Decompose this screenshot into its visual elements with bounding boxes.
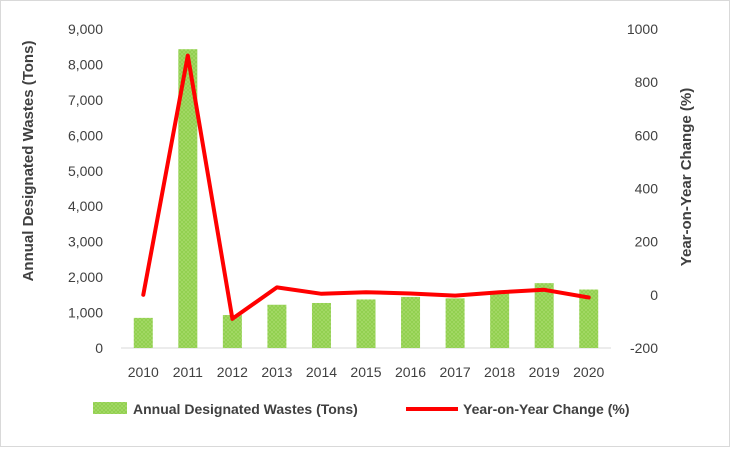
legend-bar-swatch [93, 402, 127, 414]
bar [534, 283, 554, 348]
right-axis-tick-label: 600 [635, 127, 659, 143]
x-axis-tick-label: 2017 [440, 364, 471, 380]
bar [178, 49, 198, 348]
x-axis-tick-label: 2016 [395, 364, 426, 380]
bar [401, 296, 421, 348]
bar-series [133, 49, 599, 348]
left-axis-tick-label: 9,000 [68, 21, 103, 37]
x-axis-tick-labels: 2010 2011 2012 2013 2014 2015 2016 2017 2018 2019… [128, 364, 605, 380]
bar [133, 317, 153, 348]
right-axis-tick-label: 200 [635, 234, 659, 250]
bar [311, 302, 331, 348]
left-axis-tick-label: 8,000 [68, 56, 103, 72]
bar [490, 293, 510, 348]
x-axis-tick-label: 2018 [484, 364, 515, 380]
legend: Annual Designated Wastes (Tons) Year-on-… [93, 401, 630, 417]
left-axis-tick-label: 1,000 [68, 305, 103, 321]
bar [445, 298, 465, 348]
x-axis-tick-label: 2015 [350, 364, 381, 380]
right-axis-tick-label: 800 [635, 74, 659, 90]
left-axis-tick-label: 2,000 [68, 269, 103, 285]
right-axis-tick-label: 0 [650, 287, 658, 303]
left-axis-tick-label: 3,000 [68, 234, 103, 250]
x-axis-tick-label: 2019 [529, 364, 560, 380]
legend-bar-label: Annual Designated Wastes (Tons) [133, 401, 358, 417]
x-axis-tick-label: 2010 [128, 364, 159, 380]
bar [267, 304, 287, 348]
right-axis-tick-label: 1000 [627, 21, 658, 37]
x-axis-tick-label: 2020 [573, 364, 604, 380]
bar [356, 299, 376, 348]
right-axis-tick-label: 400 [635, 181, 659, 197]
legend-line-label: Year-on-Year Change (%) [463, 401, 630, 417]
x-axis-tick-label: 2012 [217, 364, 248, 380]
x-axis-tick-label: 2013 [261, 364, 292, 380]
bar [222, 315, 242, 348]
x-axis-tick-label: 2011 [173, 364, 203, 380]
left-axis-tick-label: 0 [95, 340, 103, 356]
right-axis-title: Year-on-Year Change (%) [678, 88, 695, 266]
yoy-change-line [141, 53, 591, 321]
bar [579, 289, 599, 348]
x-axis-tick-label: 2014 [306, 364, 337, 380]
left-axis-tick-labels: 0 1,000 2,000 3,000 4,000 5,000 6,000 7,000 8,00… [68, 21, 103, 356]
left-axis-tick-label: 5,000 [68, 163, 103, 179]
left-axis-title: Annual Designated Wastes (Tons) [20, 41, 37, 282]
right-axis-tick-label: -200 [630, 340, 658, 356]
left-axis-tick-label: 6,000 [68, 127, 103, 143]
left-axis-tick-label: 7,000 [68, 92, 103, 108]
right-axis-tick-labels: -200 0 200 400 600 800 1000 [627, 21, 658, 356]
left-axis-tick-label: 4,000 [68, 198, 103, 214]
